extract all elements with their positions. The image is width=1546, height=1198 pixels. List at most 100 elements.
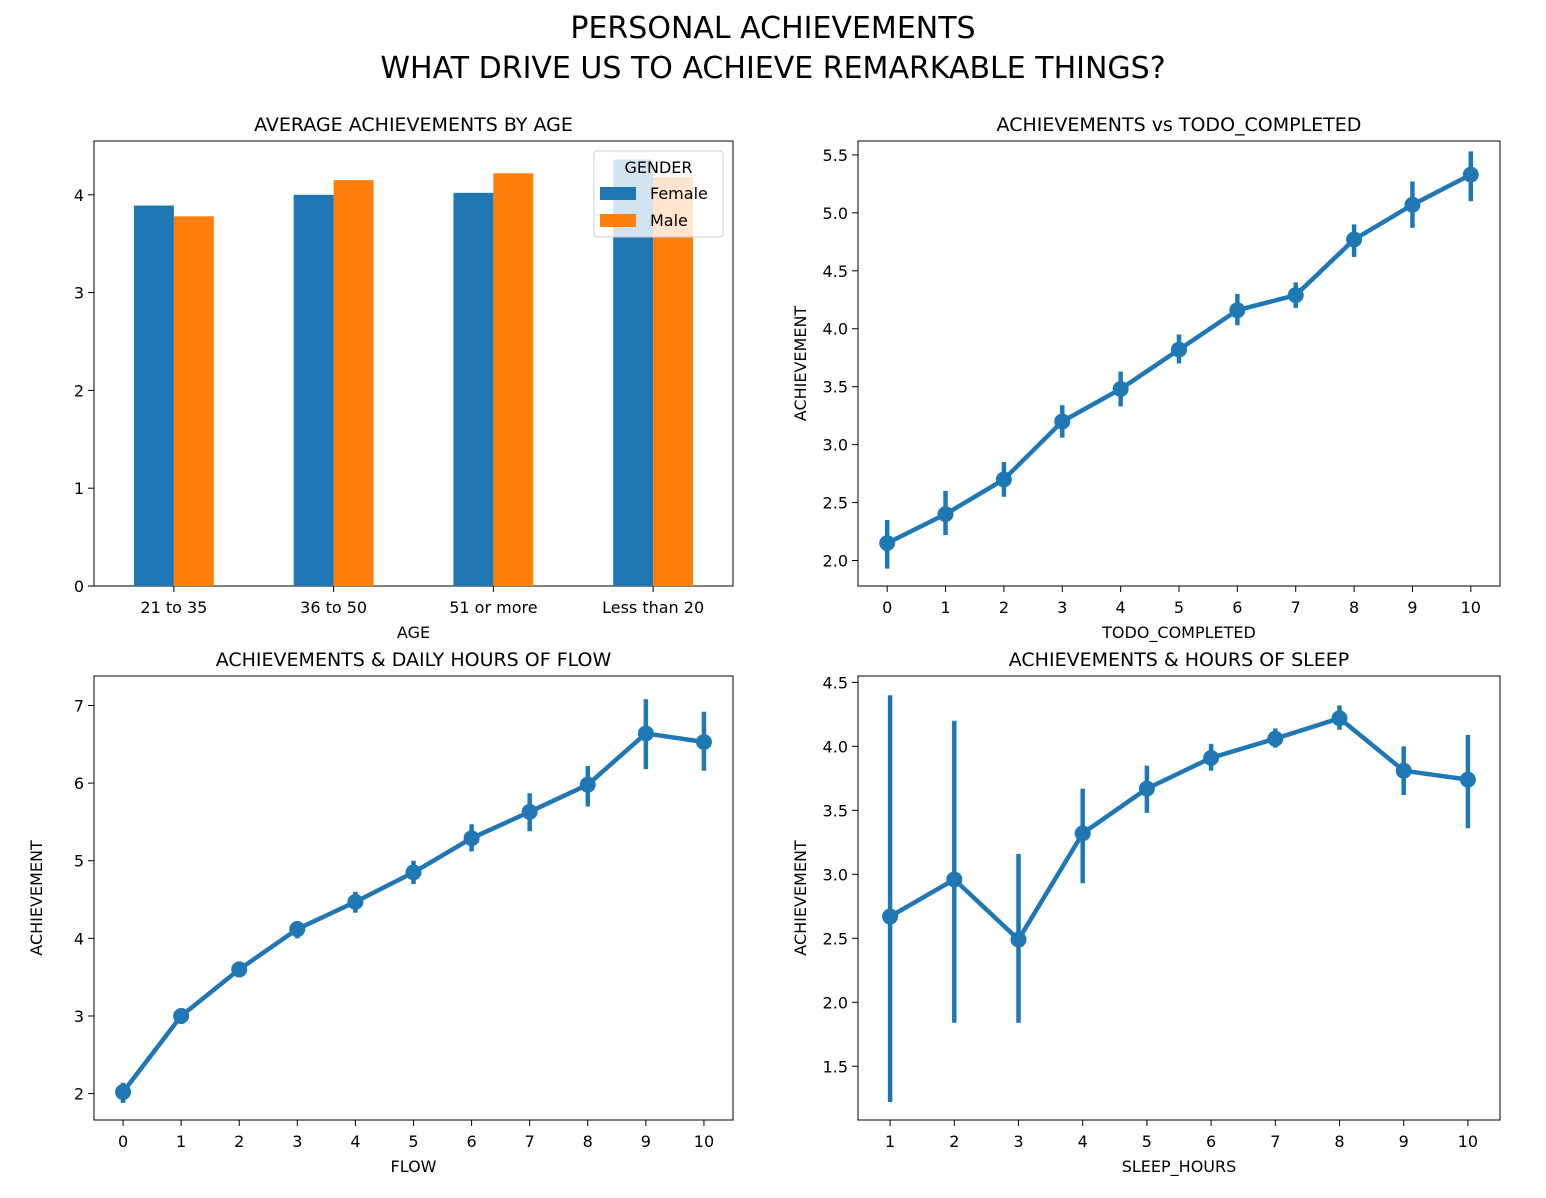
- data-point: [1054, 413, 1071, 430]
- x-tick-label: 7: [1270, 1132, 1280, 1151]
- data-point: [879, 535, 896, 552]
- y-tick-label: 4.5: [823, 262, 848, 281]
- y-tick-label: 0: [74, 577, 84, 596]
- data-point: [946, 871, 963, 888]
- series-line: [120, 731, 707, 1095]
- axes-frame: [857, 675, 1501, 1121]
- data-point: [1459, 771, 1476, 788]
- data-point: [937, 506, 954, 523]
- data-point: [173, 1007, 190, 1024]
- data-point: [1138, 780, 1155, 797]
- y-tick-label: 4: [74, 929, 84, 948]
- data-point: [1112, 380, 1129, 397]
- x-tick-label: 4: [1116, 598, 1126, 617]
- bar-male-2: [493, 173, 534, 586]
- bar-female-2: [453, 192, 494, 587]
- x-tick-label: 7: [1291, 598, 1301, 617]
- data-point: [579, 776, 596, 793]
- data-point: [405, 864, 422, 881]
- x-tick-label: 8: [1349, 598, 1359, 617]
- x-tick-label: 0: [118, 1132, 128, 1151]
- chart-title: ACHIEVEMENTS & HOURS OF SLEEP: [1009, 649, 1350, 671]
- y-tick-label: 1.5: [823, 1057, 848, 1076]
- bar-male-3: [653, 177, 694, 586]
- legend-title: GENDER: [624, 158, 692, 177]
- figure-title-line2: WHAT DRIVE US TO ACHIEVE REMARKABLE THIN…: [380, 51, 1165, 86]
- x-tick-label: 10: [694, 1132, 714, 1151]
- x-tick-label: 6: [1232, 598, 1242, 617]
- legend-label-male: Male: [650, 211, 688, 230]
- data-point: [1395, 762, 1412, 779]
- x-tick-label: 5: [1142, 1132, 1152, 1151]
- data-point: [1229, 302, 1246, 319]
- data-point: [1346, 231, 1363, 248]
- x-tick-label: 10: [1461, 598, 1481, 617]
- x-tick-label: 8: [1334, 1132, 1344, 1151]
- line-chart-achievements-sleep: ACHIEVEMENTS & HOURS OF SLEEP SLEEP_HOURS…: [791, 649, 1501, 1177]
- data-point: [1074, 825, 1091, 842]
- data-point: [637, 725, 654, 742]
- x-tick-label: 1: [940, 598, 950, 617]
- figure-title-line1: PERSONAL ACHIEVEMENTS: [570, 11, 975, 46]
- y-tick-label: 3.0: [823, 865, 848, 884]
- chart-title: ACHIEVEMENTS vs TODO_COMPLETED: [997, 114, 1362, 136]
- x-tick-label: 2: [234, 1132, 244, 1151]
- bar-male-1: [333, 180, 374, 586]
- bar-female-1: [293, 194, 334, 587]
- y-tick-label: 4.5: [823, 673, 848, 692]
- y-tick-label: 3.5: [823, 801, 848, 820]
- x-tick-label: 10: [1458, 1132, 1478, 1151]
- x-tick-label: 9: [641, 1132, 651, 1151]
- y-axis-label: ACHIEVEMENT: [27, 840, 46, 956]
- x-tick-label: 9: [1407, 598, 1417, 617]
- line-chart-achievements-flow: ACHIEVEMENTS & DAILY HOURS OF FLOW FLOW AC…: [27, 649, 734, 1176]
- x-tick-label: 3: [292, 1132, 302, 1151]
- data-point: [231, 961, 248, 978]
- y-axis-label: ACHIEVEMENT: [791, 306, 810, 422]
- x-tick-label: 3: [1057, 598, 1067, 617]
- x-tick-label: 4: [350, 1132, 360, 1151]
- chart-title: ACHIEVEMENTS & DAILY HOURS OF FLOW: [216, 649, 612, 671]
- bar-male-0: [173, 216, 214, 587]
- x-tick-label: Less than 20: [602, 598, 704, 617]
- y-tick-label: 5.5: [823, 146, 848, 165]
- line-chart-achievements-vs-todo: ACHIEVEMENTS vs TODO_COMPLETED TODO_COMPL…: [791, 114, 1501, 643]
- x-axis-label: TODO_COMPLETED: [1101, 623, 1256, 643]
- data-point: [1462, 166, 1479, 183]
- y-tick-label: 5: [74, 852, 84, 871]
- y-tick-label: 2.0: [823, 552, 848, 571]
- data-point: [115, 1084, 132, 1101]
- chart-title: AVERAGE ACHIEVEMENTS BY AGE: [254, 114, 573, 136]
- legend-label-female: Female: [650, 184, 708, 203]
- y-tick-label: 5.0: [823, 204, 848, 223]
- y-tick-label: 2: [74, 381, 84, 400]
- series-line: [887, 715, 1471, 942]
- y-tick-label: 3.0: [823, 436, 848, 455]
- legend-swatch-male: [600, 214, 636, 227]
- x-axis-label: AGE: [397, 623, 430, 642]
- x-tick-label: 0: [882, 598, 892, 617]
- x-tick-label: 7: [525, 1132, 535, 1151]
- data-point: [1331, 710, 1348, 727]
- y-tick-label: 3: [74, 1007, 84, 1026]
- y-tick-label: 3: [74, 284, 84, 303]
- y-tick-label: 4.0: [823, 737, 848, 756]
- data-point: [695, 733, 712, 750]
- x-tick-label: 2: [949, 1132, 959, 1151]
- y-tick-label: 1: [74, 479, 84, 498]
- x-axis-label: SLEEP_HOURS: [1122, 1157, 1237, 1177]
- x-tick-label: 21 to 35: [140, 598, 207, 617]
- bar-chart-achievements-by-age: AVERAGE ACHIEVEMENTS BY AGE AGE 0 1 2 3 4 21 to…: [74, 114, 734, 642]
- legend-swatch-female: [600, 187, 636, 200]
- x-tick-label: 36 to 50: [300, 598, 367, 617]
- y-tick-label: 3.5: [823, 378, 848, 397]
- y-tick-label: 7: [74, 696, 84, 715]
- x-tick-label: 3: [1013, 1132, 1023, 1151]
- x-tick-label: 51 or more: [449, 598, 537, 617]
- data-point: [463, 830, 480, 847]
- data-point: [882, 908, 899, 925]
- data-point: [1404, 196, 1421, 213]
- axes-frame: [93, 140, 734, 587]
- data-point: [1267, 730, 1284, 747]
